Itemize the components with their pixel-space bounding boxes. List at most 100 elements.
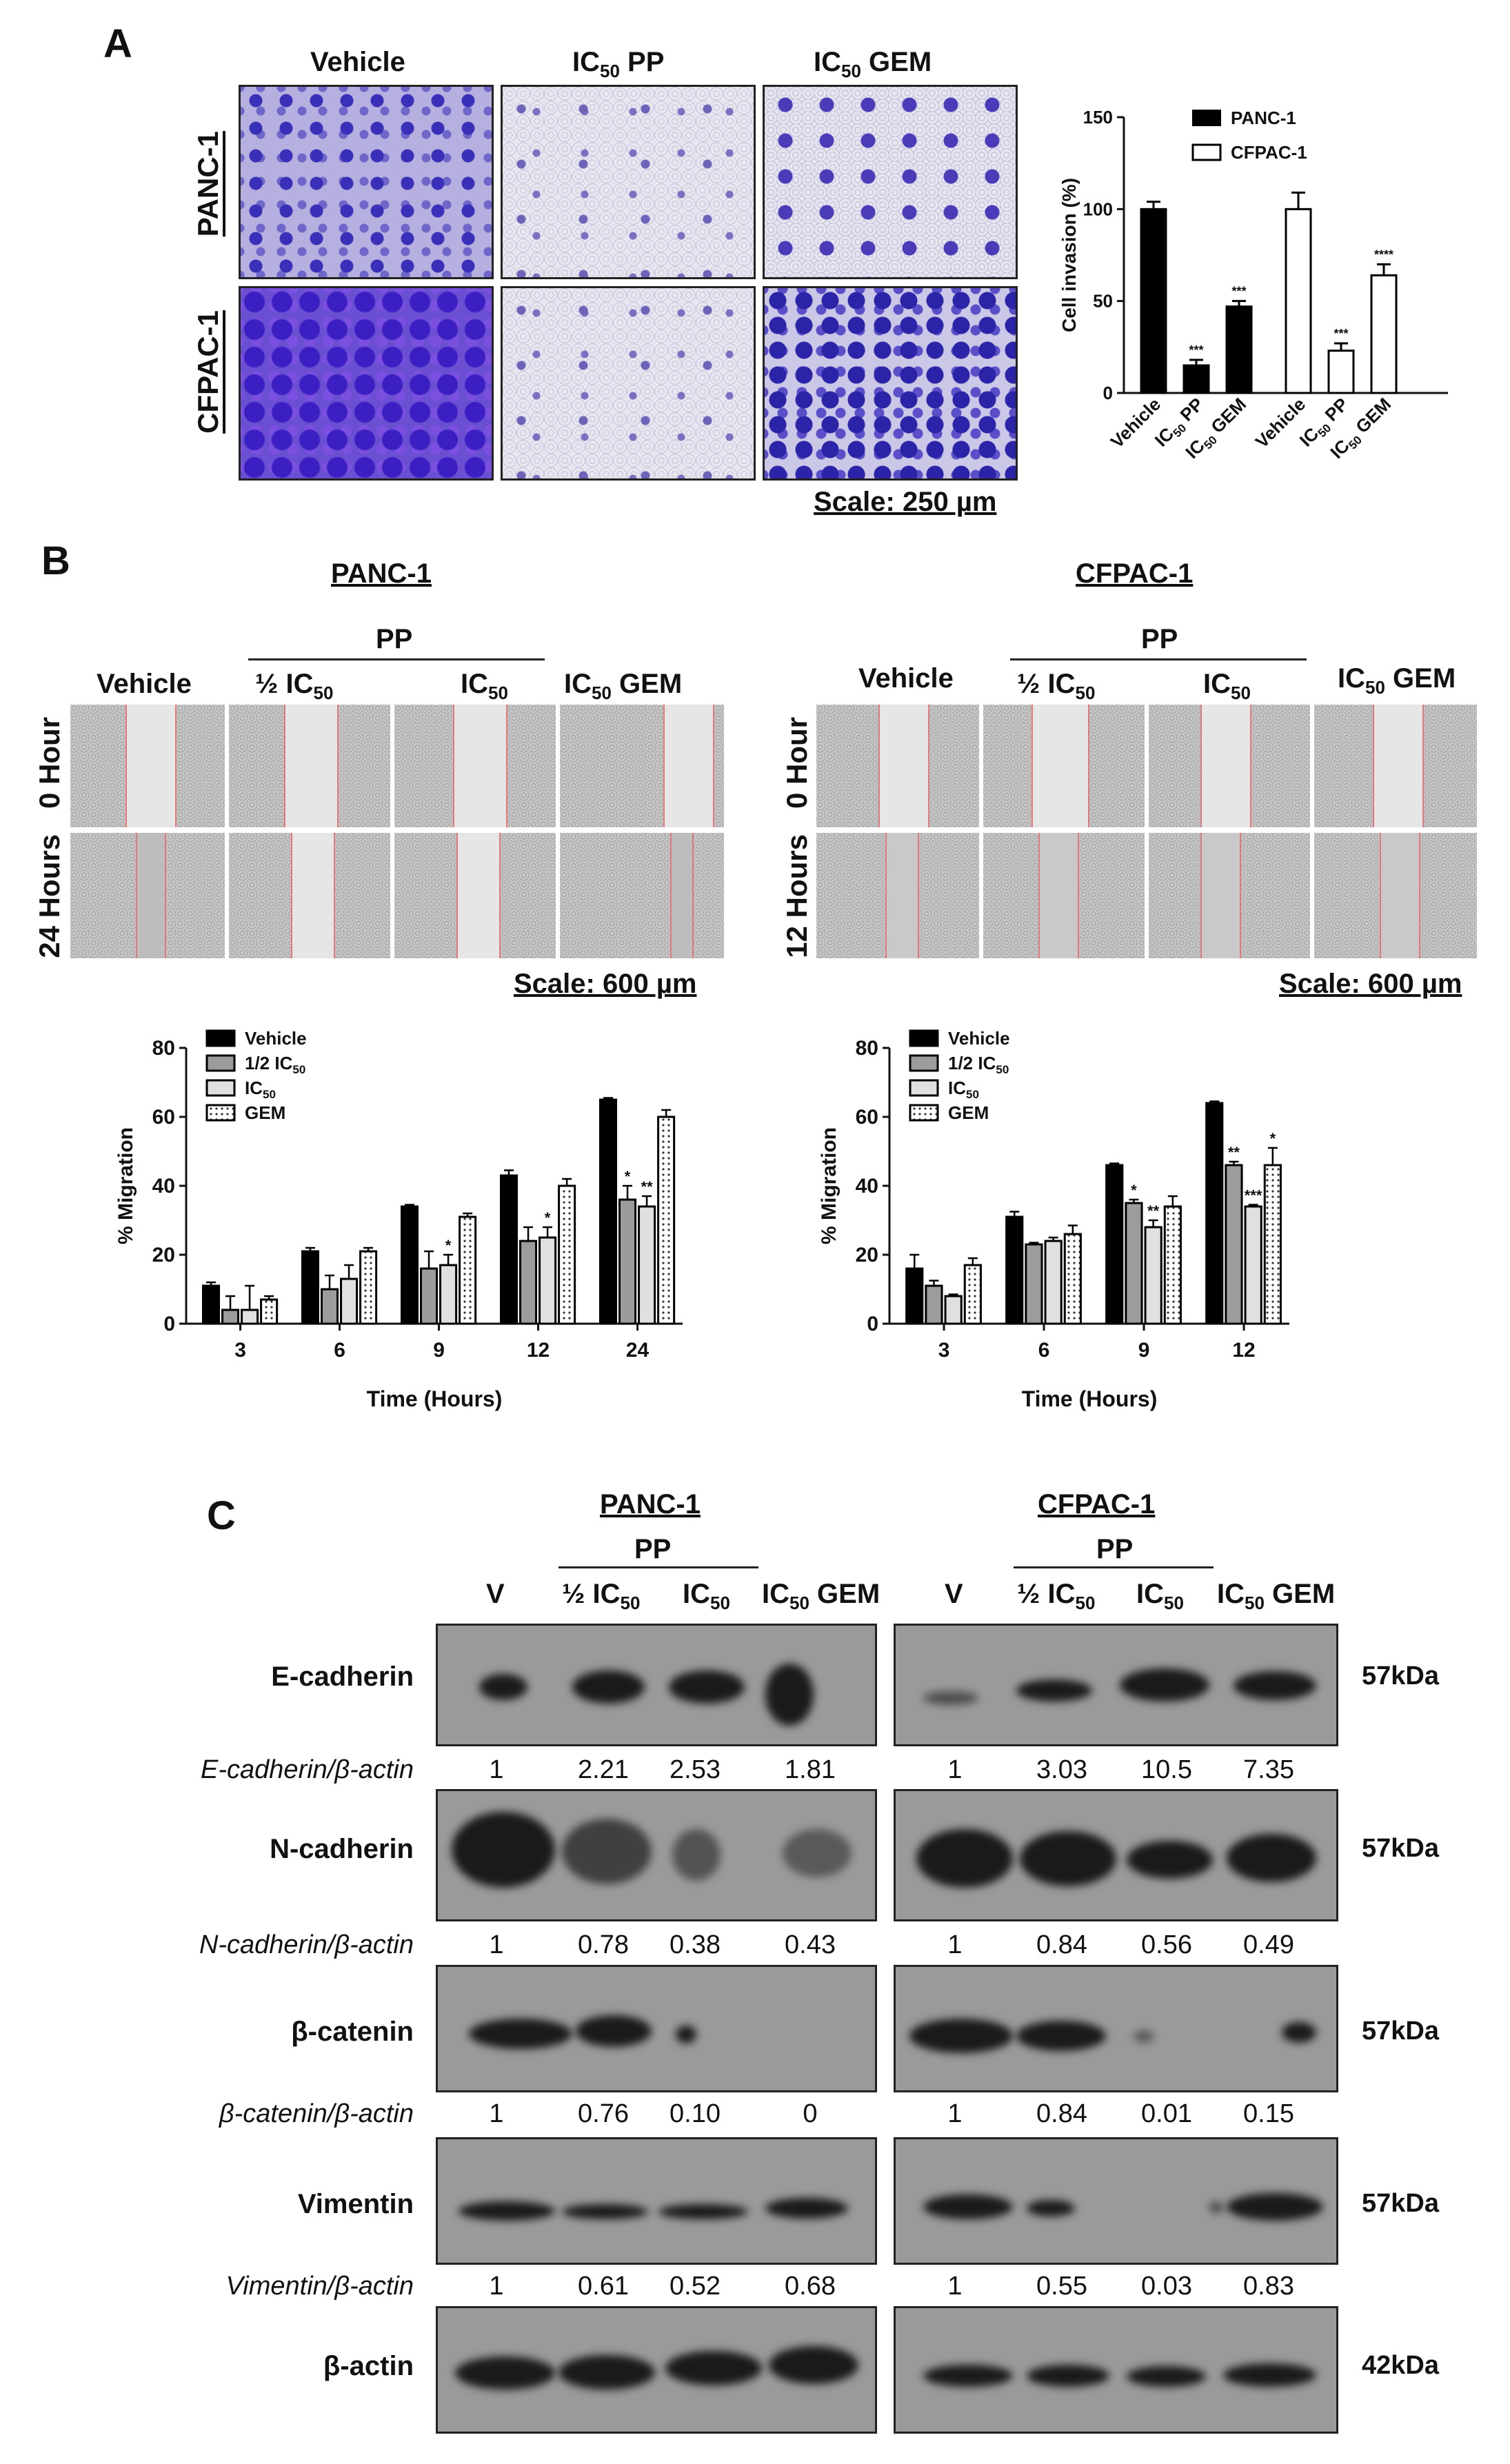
ratio-value: 0.52 xyxy=(670,2272,721,2301)
significance-label: * xyxy=(445,1237,452,1254)
significance-label: *** xyxy=(1245,1187,1262,1204)
bar xyxy=(459,1215,477,1325)
blot-beta-actin-panc1 xyxy=(436,2306,877,2434)
y-tick-label: 150 xyxy=(1083,107,1113,128)
scratch-panc1-0h-gem xyxy=(558,703,725,829)
b-left-vehicle: Vehicle xyxy=(97,669,192,699)
x-tick-label: Vehicle xyxy=(1251,394,1310,452)
legend-label: Vehicle xyxy=(245,1028,307,1049)
bar xyxy=(439,1264,458,1325)
bar xyxy=(1370,274,1398,394)
legend-swatch xyxy=(909,1104,939,1122)
x-tick-label: 6 xyxy=(334,1339,345,1362)
x-tick-label: 24 xyxy=(626,1339,650,1362)
blot-beta-catenin-cfpac1 xyxy=(894,1965,1338,2092)
legend-swatch xyxy=(909,1079,939,1097)
ratio-value: 1 xyxy=(947,2272,963,2301)
scratch-panc1-0h-ic50 xyxy=(393,703,557,829)
legend-part: 1/2 IC xyxy=(245,1053,293,1073)
legend-part: 1/2 IC xyxy=(948,1053,996,1073)
panel-letter-c: C xyxy=(207,1493,236,1538)
legend-label: Vehicle xyxy=(948,1028,1010,1049)
col-label-ic50-pp: IC50 PP xyxy=(572,47,665,81)
b-left-pp-label: PP xyxy=(376,624,413,654)
ratio-value: 1 xyxy=(947,1755,963,1784)
legend-label: GEM xyxy=(948,1102,989,1123)
bar xyxy=(618,1198,637,1325)
scratch-cfpac1-0h-vehicle xyxy=(815,703,980,829)
legend-swatch xyxy=(909,1029,939,1047)
bar xyxy=(1225,305,1253,394)
legend-label: GEM xyxy=(245,1102,285,1123)
significance-label: ** xyxy=(1228,1144,1240,1161)
ratio-value: 0.10 xyxy=(670,2099,721,2128)
ratio-value: 0.15 xyxy=(1243,2099,1294,2128)
c-left-lane-v: V xyxy=(486,1579,505,1609)
legend-part: Vehicle xyxy=(245,1028,307,1049)
legend-label: 1/2 IC50 xyxy=(245,1053,305,1076)
bar xyxy=(1005,1215,1024,1325)
legend-swatch-cfpac1 xyxy=(1191,143,1222,161)
panel-b-title-cfpac1: CFPAC-1 xyxy=(1076,558,1194,589)
micrograph-panc1-gem xyxy=(763,85,1018,279)
legend-sub: 50 xyxy=(292,1063,305,1076)
significance-label: * xyxy=(1270,1130,1276,1147)
bar xyxy=(1105,1164,1124,1325)
bar xyxy=(1140,208,1167,394)
legend-swatch xyxy=(909,1054,939,1072)
y-tick-label: 60 xyxy=(856,1106,878,1129)
ratio-value: 0.78 xyxy=(578,1930,629,1959)
ratio-label-n-cadherin: N-cadherin/β-actin xyxy=(199,1930,414,1959)
bar xyxy=(538,1236,557,1325)
protein-label-beta-actin: β-actin xyxy=(323,2351,414,2381)
scratch-cfpac1-0h-half xyxy=(982,703,1146,829)
y-tick-label: 20 xyxy=(152,1244,175,1266)
significance-label: *** xyxy=(1189,343,1203,357)
y-tick-label: 40 xyxy=(856,1175,878,1198)
bar xyxy=(1163,1205,1182,1325)
blot-vimentin-panc1 xyxy=(436,2137,877,2265)
b-right-ic50-gem: IC50 GEM xyxy=(1338,663,1456,698)
bar xyxy=(301,1250,320,1325)
ratio-value: 0.56 xyxy=(1141,1930,1192,1959)
c-right-lane-ic50: IC50 xyxy=(1136,1579,1184,1613)
y-tick-label: 0 xyxy=(867,1313,878,1335)
bar xyxy=(925,1284,943,1325)
micrograph-cfpac1-pp xyxy=(501,286,756,481)
bar xyxy=(1044,1240,1063,1325)
ratio-value: 7.35 xyxy=(1243,1755,1294,1784)
scratch-cfpac1-12h-half xyxy=(982,831,1146,960)
panel-b-title-panc1: PANC-1 xyxy=(331,558,432,589)
col-label-vehicle: Vehicle xyxy=(310,47,405,77)
scratch-cfpac1-12h-ic50 xyxy=(1147,831,1311,960)
x-axis-label: Time (Hours) xyxy=(367,1386,503,1411)
ratio-value: 0.83 xyxy=(1243,2272,1294,2301)
y-tick-label: 20 xyxy=(856,1244,878,1266)
legend-part: IC xyxy=(245,1078,263,1098)
bar xyxy=(1225,1164,1243,1325)
bar xyxy=(1025,1243,1043,1325)
legend-label: IC50 xyxy=(948,1078,979,1101)
x-tick-part: GEM xyxy=(1348,394,1395,441)
significance-label: * xyxy=(625,1168,631,1185)
legend-label: 1/2 IC50 xyxy=(948,1053,1009,1076)
x-tick-label: Vehicle xyxy=(1107,394,1165,452)
y-axis-label: % Migration xyxy=(818,1127,840,1244)
bar xyxy=(1285,208,1312,394)
c-right-pp-label: PP xyxy=(1096,1534,1134,1564)
cell-invasion-chart: 0 50 100 150 Cell invasion (%) PANC-1 CFPAC-1 V… xyxy=(1058,107,1448,463)
significance-label: **** xyxy=(1374,248,1393,261)
y-axis-label: Cell invasion (%) xyxy=(1058,178,1080,332)
c-left-pp-line xyxy=(558,1566,758,1568)
b-left-ic50-gem: IC50 GEM xyxy=(564,669,683,703)
ratio-value: 0.68 xyxy=(785,2272,836,2301)
x-tick-label: 9 xyxy=(1138,1339,1150,1362)
c-left-pp-label: PP xyxy=(634,1534,672,1564)
x-tick-label: 3 xyxy=(234,1339,246,1362)
blot-e-cadherin-panc1 xyxy=(436,1624,877,1746)
ratio-value: 0.01 xyxy=(1141,2099,1192,2128)
x-tick-label: 12 xyxy=(1232,1339,1255,1362)
ratio-value: 2.53 xyxy=(670,1755,721,1784)
b-left-half-ic50: ½ IC50 xyxy=(255,669,334,703)
c-left-lane-gem: IC50 GEM xyxy=(762,1579,880,1613)
